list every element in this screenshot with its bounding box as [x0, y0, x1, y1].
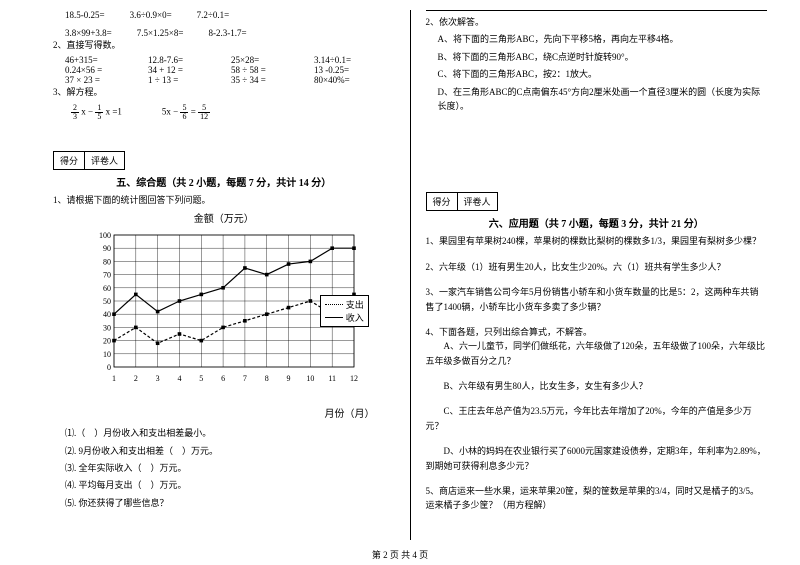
- eq: 37 × 23 =: [65, 75, 130, 85]
- svg-text:6: 6: [221, 374, 225, 383]
- app-q1: 1、果园里有苹果树240棵，苹果树的棵数比梨树的棵数多1/3，果园里有梨树多少棵…: [426, 234, 768, 248]
- svg-text:70: 70: [103, 271, 111, 280]
- legend-label: 支出: [346, 298, 364, 311]
- svg-text:1: 1: [112, 374, 116, 383]
- denom: 3: [71, 113, 79, 121]
- text: 5x −: [162, 106, 178, 116]
- svg-text:8: 8: [264, 374, 268, 383]
- app-q2: 2、六年级（1）班有男生20人，比女生少20%。六（1）班共有学生多少人？: [426, 260, 768, 274]
- eq-3a: 23 x − 15 x =1: [71, 104, 122, 121]
- equation-row-2: 3.8×99+3.8= 7.5×1.25×8= 8-2.3-1.7=: [53, 28, 395, 38]
- denom: 5: [95, 113, 103, 121]
- chart-legend: 支出 收入: [320, 295, 369, 327]
- svg-text:3: 3: [155, 374, 159, 383]
- score-label: 得分: [54, 152, 85, 169]
- denom: 12: [198, 113, 210, 121]
- score-box: 得分 评卷人: [53, 151, 125, 170]
- svg-text:4: 4: [177, 374, 181, 383]
- r-q2-title: 2、依次解答。: [426, 15, 768, 29]
- svg-text:40: 40: [103, 310, 111, 319]
- eq: 0.24×56 =: [65, 65, 130, 75]
- svg-text:5: 5: [199, 374, 203, 383]
- svg-text:30: 30: [103, 324, 111, 333]
- q3-title: 3、解方程。: [53, 85, 395, 99]
- eq: 46+315=: [65, 55, 130, 65]
- x-axis-label: 月份（月）: [53, 405, 395, 420]
- equation-3: 23 x − 15 x =1 5x − 56 = 512: [53, 104, 395, 121]
- line-chart: 1009080706050403020100123456789101112 支出…: [84, 230, 364, 405]
- legend-label: 收入: [346, 311, 364, 324]
- eq: 12.8-7.6=: [148, 55, 213, 65]
- r-q2-c: C、将下面的三角形ABC，按2：1放大。: [438, 67, 768, 81]
- eq: 7.5×1.25×8=: [137, 28, 184, 38]
- svg-text:10: 10: [306, 374, 314, 383]
- r-q2-d: D、在三角形ABC的C点南偏东45°方向2厘米处画一个直径3厘米的圆（长度为实际…: [438, 85, 768, 114]
- svg-text:10: 10: [103, 350, 111, 359]
- sub-q2: ⑵. 9月份收入和支出相差（ ）万元。: [53, 444, 395, 458]
- svg-text:80: 80: [103, 258, 111, 267]
- left-column: 18.5-0.25= 3.6÷0.9×0= 7.2÷0.1= 3.8×99+3.…: [45, 10, 411, 540]
- eq-3b: 5x − 56 = 512: [162, 104, 210, 121]
- text: x −: [81, 106, 93, 116]
- eq: 7.2÷0.1=: [197, 10, 230, 20]
- svg-text:90: 90: [103, 244, 111, 253]
- q5-1: 1、请根据下面的统计图回答下列问题。: [53, 193, 395, 207]
- svg-text:100: 100: [99, 231, 111, 240]
- denom: 6: [180, 113, 188, 121]
- eq: 25×28=: [231, 55, 296, 65]
- eq: 3.8×99+3.8=: [65, 28, 112, 38]
- app-q5: 5、商店运来一些水果，运来苹果20筐，梨的筐数是苹果的3/4，同时又是橘子的3/…: [426, 484, 768, 513]
- q2-title: 2、直接写得数。: [53, 38, 395, 52]
- app-q4c: C、王庄去年总产值为23.5万元，今年比去年增加了20%，今年的产值是多少万元？: [426, 404, 768, 433]
- eq: 3.6÷0.9×0=: [130, 10, 172, 20]
- svg-text:12: 12: [350, 374, 358, 383]
- page-footer: 第 2 页 共 4 页: [0, 548, 800, 561]
- svg-text:9: 9: [286, 374, 290, 383]
- sub-q5: ⑸. 你还获得了哪些信息？: [53, 496, 395, 510]
- line-icon: [325, 317, 343, 318]
- text: =: [191, 106, 196, 116]
- svg-text:7: 7: [243, 374, 247, 383]
- equation-row-1: 18.5-0.25= 3.6÷0.9×0= 7.2÷0.1=: [53, 10, 395, 20]
- app-q4d: D、小林的妈妈在农业银行买了6000元国家建设债券，定期3年，年利率为2.89%…: [426, 444, 768, 473]
- section-6-title: 六、应用题（共 7 小题，每题 3 分，共计 21 分）: [426, 215, 768, 230]
- eq: 35 ÷ 34 =: [231, 75, 296, 85]
- eq: 58 ÷ 58 =: [231, 65, 296, 75]
- right-column: 2、依次解答。 A、将下面的三角形ABC，先向下平移5格，再向左平移4格。 B、…: [411, 10, 776, 540]
- eq: 34 + 12 =: [148, 65, 213, 75]
- svg-text:60: 60: [103, 284, 111, 293]
- svg-text:2: 2: [134, 374, 138, 383]
- svg-text:0: 0: [107, 363, 111, 372]
- svg-text:20: 20: [103, 337, 111, 346]
- sub-q1: ⑴.（ ）月份收入和支出相差最小。: [53, 426, 395, 440]
- r-q2-a: A、将下面的三角形ABC，先向下平移5格，再向左平移4格。: [438, 32, 768, 46]
- grader-label: 评卷人: [85, 152, 124, 169]
- text: x =1: [106, 106, 122, 116]
- eq-grid: 46+315= 12.8-7.6= 25×28= 3.14÷0.1= 0.24×56 …: [53, 55, 395, 85]
- score-label: 得分: [427, 193, 458, 210]
- sub-q3: ⑶. 全年实际收入（ ）万元。: [53, 461, 395, 475]
- eq: 13 -0.25=: [314, 65, 379, 75]
- eq: 1 ÷ 13 =: [148, 75, 213, 85]
- sub-q4: ⑷. 平均每月支出（ ）万元。: [53, 478, 395, 492]
- section-5-title: 五、综合题（共 2 小题，每题 7 分，共计 14 分）: [53, 174, 395, 189]
- app-q4: 4、下面各题，只列出综合算式，不解答。 A、六一儿童节，同学们做纸花，六年级做了…: [426, 325, 768, 368]
- r-q2-b: B、将下面的三角形ABC，绕C点逆时针旋转90°。: [438, 50, 768, 64]
- score-box-r: 得分 评卷人: [426, 192, 498, 211]
- svg-text:50: 50: [103, 297, 111, 306]
- app-q3: 3、一家汽车销售公司今年5月份销售小轿车和小货车数量的比是5：2，这两种车共销售…: [426, 285, 768, 314]
- grader-label: 评卷人: [458, 193, 497, 210]
- eq: 18.5-0.25=: [65, 10, 105, 20]
- eq: 8-2.3-1.7=: [208, 28, 246, 38]
- eq: 3.14÷0.1=: [314, 55, 379, 65]
- eq: 80×40%=: [314, 75, 379, 85]
- svg-text:11: 11: [328, 374, 336, 383]
- chart-title: 金额（万元）: [53, 210, 395, 225]
- dash-icon: [325, 304, 343, 305]
- app-q4b: B、六年级有男生80人，比女生多，女生有多少人？: [426, 379, 768, 393]
